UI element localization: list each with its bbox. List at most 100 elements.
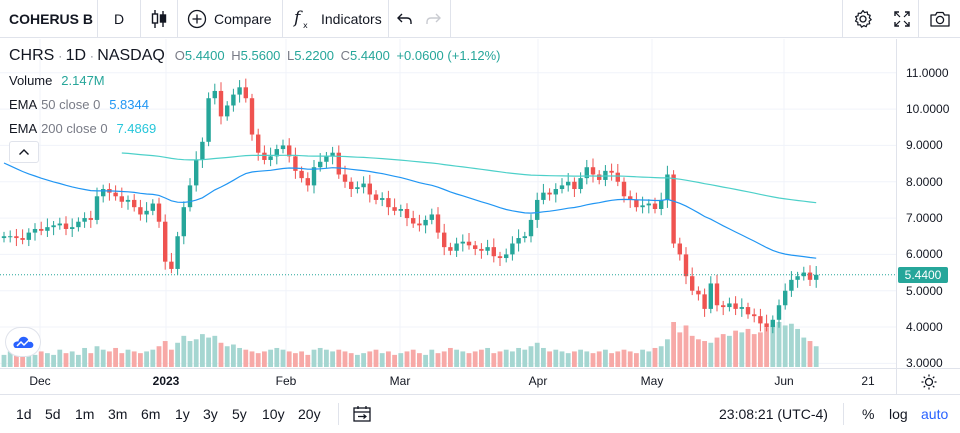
legend-collapse-button[interactable] (9, 141, 39, 163)
candle (355, 181, 360, 194)
candle (63, 216, 69, 236)
volume-bar (491, 353, 497, 367)
volume-bar (113, 347, 118, 367)
candle (392, 198, 397, 216)
volume-bar (454, 349, 459, 367)
volume-bar (733, 330, 738, 367)
volume-bar (200, 334, 205, 367)
redo-button[interactable] (420, 0, 446, 38)
candle-body (398, 209, 403, 211)
volume-bar (503, 349, 509, 367)
price-axis-label: 5.0000 (906, 283, 943, 298)
candle-body (386, 198, 391, 208)
candle-body (615, 172, 620, 182)
volume-bar (448, 347, 453, 367)
settings-button[interactable] (850, 0, 876, 38)
candle (163, 214, 168, 270)
undo-button[interactable] (392, 0, 418, 38)
candle-body (206, 98, 211, 142)
candle (783, 283, 788, 310)
candle (293, 147, 298, 179)
candle-body (497, 256, 503, 259)
candle (311, 159, 317, 194)
candle (696, 286, 701, 301)
ema200-legend-row[interactable]: EMA 200 close 0 7.4869 (9, 120, 156, 136)
range-button-3y[interactable]: 3y (203, 406, 218, 422)
ohlc-values: O5.4400 H5.5600 L5.2200 C5.4400 +0.0600 … (175, 48, 501, 63)
price-axis[interactable]: 11.0000 10.0000 9.0000 8.0000 7.0000 6.0000 5.… (896, 39, 960, 370)
candle (82, 212, 87, 228)
high-value: 5.5600 (240, 48, 281, 63)
volume-bar (429, 349, 435, 367)
volume-bar (770, 325, 776, 367)
volume-bar (652, 347, 658, 367)
range-button-5d[interactable]: 5d (45, 406, 61, 422)
candle-body (249, 98, 255, 135)
candle (634, 192, 639, 212)
candle-body (764, 323, 769, 328)
candle-body (696, 290, 701, 295)
log-toggle[interactable]: log (889, 406, 908, 422)
volume-bar (479, 349, 484, 367)
range-button-6m[interactable]: 6m (141, 406, 161, 422)
volume-bar (305, 354, 311, 367)
top-toolbar: COHERUS B D Compare f x Indicators (0, 0, 960, 38)
snapshot-button[interactable] (927, 0, 953, 38)
axis-settings-button[interactable] (896, 368, 960, 394)
candle-body (559, 185, 565, 190)
candle (448, 242, 453, 256)
toolbar-divider (918, 0, 919, 38)
volume-bar (218, 342, 224, 367)
ema50-legend-row[interactable]: EMA 50 close 0 5.8344 (9, 96, 149, 112)
candle-body (758, 316, 763, 324)
candle-body (169, 261, 174, 269)
date-range-button[interactable] (352, 405, 372, 428)
compare-button[interactable]: Compare (178, 0, 281, 38)
symbol-search[interactable]: COHERUS B (9, 0, 95, 38)
time-axis[interactable]: Dec 2023 Feb Mar Apr May Jun 21 (0, 368, 896, 394)
range-button-3m[interactable]: 3m (108, 406, 128, 422)
candle (386, 190, 391, 216)
price-chart[interactable] (0, 39, 960, 394)
current-price-label: 5.4400 (898, 266, 948, 283)
candle-body (262, 152, 267, 160)
range-button-20y[interactable]: 20y (298, 406, 321, 422)
volume-bar (107, 351, 112, 367)
candle-body (125, 199, 131, 202)
candle-body (280, 145, 286, 150)
fullscreen-button[interactable] (889, 0, 915, 38)
candle-body (745, 307, 751, 315)
candle-body (336, 152, 341, 175)
volume-bar (82, 347, 87, 367)
candle-body (404, 209, 410, 219)
volume-bar (776, 322, 782, 367)
indicators-button[interactable]: f x Indicators (283, 0, 387, 38)
clock[interactable]: 23:08:21 (UTC-4) (719, 406, 828, 422)
toolbar-divider (282, 0, 283, 38)
volume-bar (559, 351, 565, 367)
range-button-1y[interactable]: 1y (175, 406, 190, 422)
auto-toggle[interactable]: auto (921, 406, 949, 422)
candle (144, 202, 149, 223)
range-button-10y[interactable]: 10y (262, 406, 285, 422)
volume-legend-row[interactable]: Volume 2.147M (9, 72, 105, 88)
candle (677, 237, 682, 261)
percent-toggle[interactable]: % (862, 406, 875, 422)
chart-type-button[interactable] (141, 0, 176, 38)
candle-body (423, 219, 428, 226)
candle (324, 151, 329, 168)
toolbar-divider (338, 403, 339, 425)
interval-button[interactable]: D (98, 0, 140, 38)
volume-bar (69, 351, 75, 367)
candle-body (318, 161, 323, 168)
candle (305, 172, 310, 192)
candle (473, 240, 478, 256)
range-button-5y[interactable]: 5y (232, 406, 247, 422)
volume-value: 2.147M (61, 73, 105, 88)
tradingview-logo-button[interactable] (6, 328, 40, 356)
range-button-1m[interactable]: 1m (75, 406, 95, 422)
volume-bar (460, 351, 466, 367)
price-axis-label: 9.0000 (906, 138, 943, 153)
range-button-1d[interactable]: 1d (16, 406, 32, 422)
candle (20, 229, 25, 245)
